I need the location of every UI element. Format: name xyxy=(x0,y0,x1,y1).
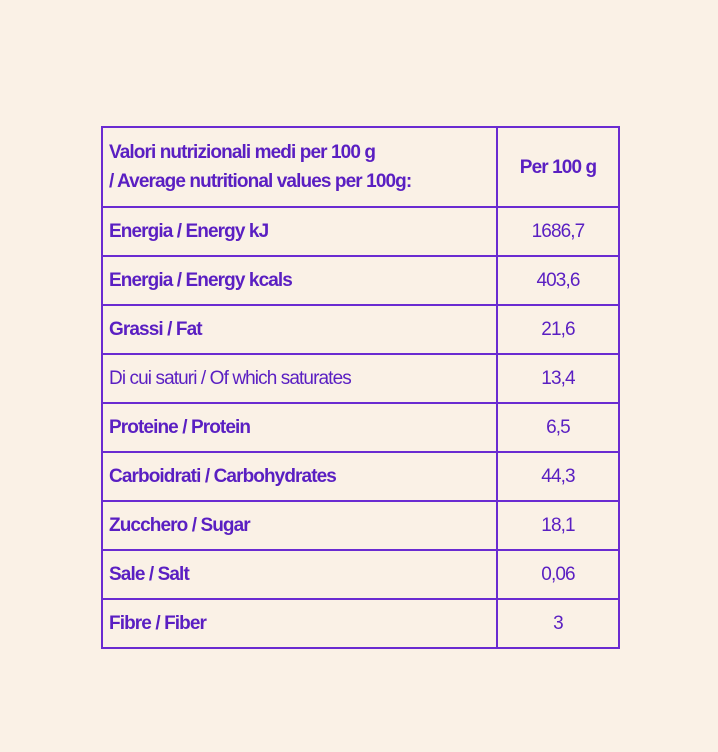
row-value: 0,06 xyxy=(496,549,620,600)
header-value-cell: Per 100 g xyxy=(496,126,620,208)
row-value: 21,6 xyxy=(496,304,620,355)
header-label-line-1: Valori nutrizionali medi per 100 g xyxy=(109,142,376,163)
row-value: 44,3 xyxy=(496,451,620,502)
header-label-line-2: / Average nutritional values per 100g: xyxy=(109,171,412,192)
table-row-fat: Grassi / Fat 21,6 xyxy=(101,304,620,355)
row-value: 403,6 xyxy=(496,255,620,306)
row-value: 3 xyxy=(496,598,620,649)
header-label-cell: Valori nutrizionali medi per 100 g / Ave… xyxy=(101,126,498,208)
table-row-carbohydrates: Carboidrati / Carbohydrates 44,3 xyxy=(101,451,620,502)
row-label: Energia / Energy kJ xyxy=(101,206,498,257)
table-row-protein: Proteine / Protein 6,5 xyxy=(101,402,620,453)
row-label: Energia / Energy kcals xyxy=(101,255,498,306)
table-row-saturates: Di cui saturi / Of which saturates 13,4 xyxy=(101,353,620,404)
row-label: Grassi / Fat xyxy=(101,304,498,355)
nutrition-table: Valori nutrizionali medi per 100 g / Ave… xyxy=(101,126,620,649)
row-label: Proteine / Protein xyxy=(101,402,498,453)
table-row-fiber: Fibre / Fiber 3 xyxy=(101,598,620,649)
table-row-sugar: Zucchero / Sugar 18,1 xyxy=(101,500,620,551)
row-value: 18,1 xyxy=(496,500,620,551)
row-label: Sale / Salt xyxy=(101,549,498,600)
row-label: Di cui saturi / Of which saturates xyxy=(101,353,498,404)
row-label: Zucchero / Sugar xyxy=(101,500,498,551)
table-row-salt: Sale / Salt 0,06 xyxy=(101,549,620,600)
table-row-energy-kcal: Energia / Energy kcals 403,6 xyxy=(101,255,620,306)
row-value: 6,5 xyxy=(496,402,620,453)
table-header-row: Valori nutrizionali medi per 100 g / Ave… xyxy=(101,126,620,208)
row-label: Carboidrati / Carbohydrates xyxy=(101,451,498,502)
row-value: 1686,7 xyxy=(496,206,620,257)
row-label: Fibre / Fiber xyxy=(101,598,498,649)
table-row-energy-kj: Energia / Energy kJ 1686,7 xyxy=(101,206,620,257)
row-value: 13,4 xyxy=(496,353,620,404)
